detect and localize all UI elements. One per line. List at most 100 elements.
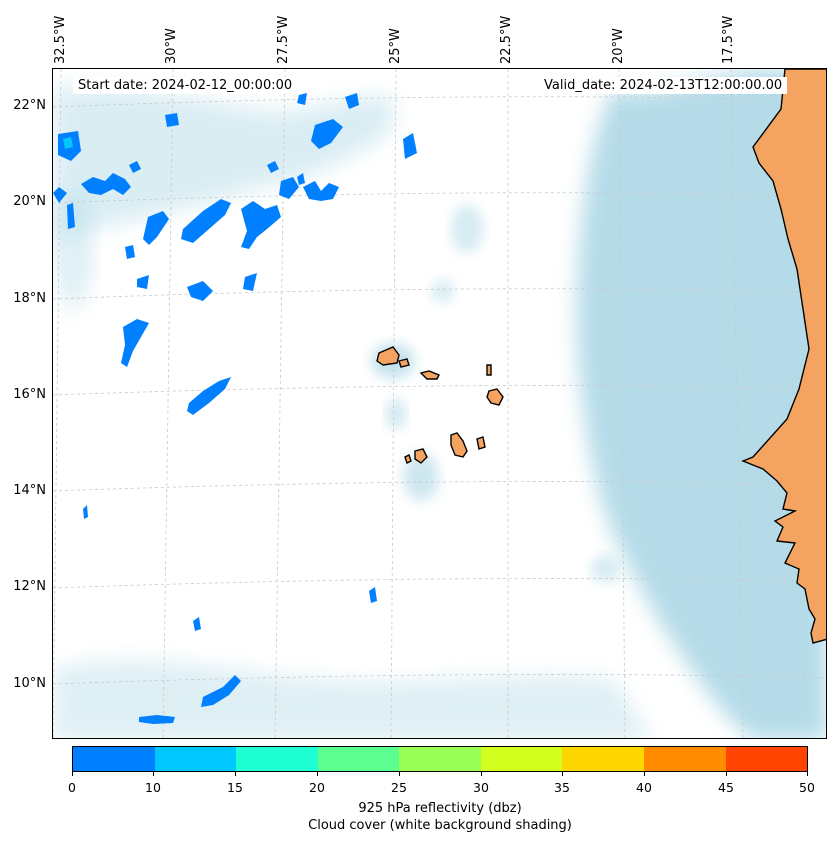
colorbar-tick <box>317 772 318 776</box>
reflectivity-cell-strong <box>63 137 73 149</box>
colorbar-segment-40-45 <box>643 747 726 771</box>
reflectivity-cell <box>139 715 175 724</box>
colorbar-tick-label: 50 <box>799 780 815 795</box>
colorbar <box>72 746 808 772</box>
lat-label-18n: 18°N <box>13 291 46 306</box>
reflectivity-cell <box>241 201 281 249</box>
island-fogo <box>414 448 428 464</box>
cloud-cover-layer <box>53 69 826 738</box>
reflectivity-cell <box>243 273 257 291</box>
reflectivity-cell <box>129 161 141 173</box>
reflectivity-cell <box>165 113 179 127</box>
reflectivity-cell <box>193 617 201 631</box>
colorbar-tick <box>807 772 808 776</box>
colorbar-tick-label: 35 <box>554 780 570 795</box>
colorbar-tick-label: 20 <box>309 780 325 795</box>
reflectivity-cell <box>303 181 339 201</box>
island-brava <box>404 454 412 464</box>
colorbar-segment-35-40 <box>562 747 644 771</box>
colorbar-tick-label: 10 <box>145 780 161 795</box>
reflectivity-cell <box>201 675 241 707</box>
colorbar-segment-10-15 <box>154 747 237 771</box>
reflectivity-cell <box>125 245 135 259</box>
reflectivity-cell <box>181 199 231 243</box>
colorbar-tick <box>399 772 400 776</box>
colorbar-tick <box>562 772 563 776</box>
colorbar-segment-15-20 <box>236 747 318 771</box>
colorbar-tick-label: 15 <box>227 780 243 795</box>
island-maio <box>476 436 486 450</box>
reflectivity-cell <box>345 93 359 109</box>
lat-label-10n: 10°N <box>13 676 46 691</box>
lat-label-14n: 14°N <box>13 483 46 498</box>
colorbar-tick <box>481 772 482 776</box>
island-sal <box>486 364 492 376</box>
reflectivity-layer-10-15 <box>63 137 73 149</box>
colorbar-label: 925 hPa reflectivity (dbz) <box>358 801 522 816</box>
colorbar-sublabel: Cloud cover (white background shading) <box>308 818 572 833</box>
colorbar-segment-20-25 <box>317 747 400 771</box>
cloud-patch-east-mid <box>591 555 619 583</box>
island-sao-vicente <box>398 358 410 368</box>
colorbar-segment-30-35 <box>480 747 563 771</box>
lat-label-12n: 12°N <box>13 579 46 594</box>
colorbar-tick-label: 25 <box>391 780 407 795</box>
cloud-patch-mid <box>386 398 406 430</box>
reflectivity-cell <box>121 319 149 367</box>
lon-label-17-5w: 17.5°W <box>721 15 736 64</box>
reflectivity-cell <box>67 203 75 229</box>
reflectivity-cell <box>81 173 131 195</box>
colorbar-tick-label: 0 <box>68 780 76 795</box>
cloud-patch-cape-verde-s <box>403 453 439 501</box>
reflectivity-cell <box>53 187 67 203</box>
colorbar-tick <box>644 772 645 776</box>
lat-label-20n: 20°N <box>13 194 46 209</box>
cloud-patch-center <box>451 205 483 253</box>
lat-label-16n: 16°N <box>13 387 46 402</box>
island-sao-nicolau <box>419 370 440 380</box>
colorbar-tick <box>72 772 73 776</box>
reflectivity-layer <box>53 93 417 724</box>
colorbar-tick-label: 45 <box>718 780 734 795</box>
reflectivity-cell <box>267 161 279 173</box>
reflectivity-cell <box>187 281 213 301</box>
colorbar-tick <box>153 772 154 776</box>
gridlines <box>53 69 826 738</box>
reflectivity-cell <box>83 505 88 519</box>
west-africa-coast <box>741 69 826 644</box>
valid-date-label: Valid_date: 2024-02-13T12:00:00.00 <box>539 77 788 94</box>
lon-label-27-5w: 27.5°W <box>276 15 291 64</box>
map-panel <box>52 68 827 739</box>
lon-label-30w: 30°W <box>164 28 179 64</box>
cloud-band-south <box>53 660 652 738</box>
reflectivity-cell <box>403 133 417 159</box>
land-layer <box>376 69 826 644</box>
colorbar-tick <box>726 772 727 776</box>
lon-label-32-5w: 32.5°W <box>53 15 68 64</box>
reflectivity-cell <box>137 275 149 289</box>
cloud-band-north <box>53 86 393 240</box>
colorbar-segment-45-50 <box>725 747 808 771</box>
lon-label-20w: 20°W <box>611 28 626 64</box>
reflectivity-cell <box>187 377 231 415</box>
reflectivity-cell <box>143 211 169 245</box>
colorbar-segment-25-30 <box>399 747 481 771</box>
reflectivity-cell <box>311 119 343 149</box>
island-santo-antao <box>376 346 400 366</box>
island-boa-vista <box>486 388 504 406</box>
reflectivity-cell <box>297 173 305 185</box>
colorbar-tick-label: 40 <box>636 780 652 795</box>
map-canvas <box>53 69 826 738</box>
colorbar-tick-label: 30 <box>473 780 489 795</box>
lon-label-25w: 25°W <box>388 28 403 64</box>
cloud-patch-west <box>53 189 93 309</box>
cloud-patch-center-2 <box>431 279 455 303</box>
reflectivity-cell <box>369 587 377 603</box>
start-date-label: Start date: 2024-02-12_00:00:00 <box>73 77 298 94</box>
cloud-band-east <box>576 69 826 738</box>
reflectivity-cell <box>297 93 307 105</box>
lon-label-22-5w: 22.5°W <box>499 15 514 64</box>
lat-label-22n: 22°N <box>13 98 46 113</box>
island-santiago <box>450 432 468 458</box>
colorbar-tick <box>235 772 236 776</box>
